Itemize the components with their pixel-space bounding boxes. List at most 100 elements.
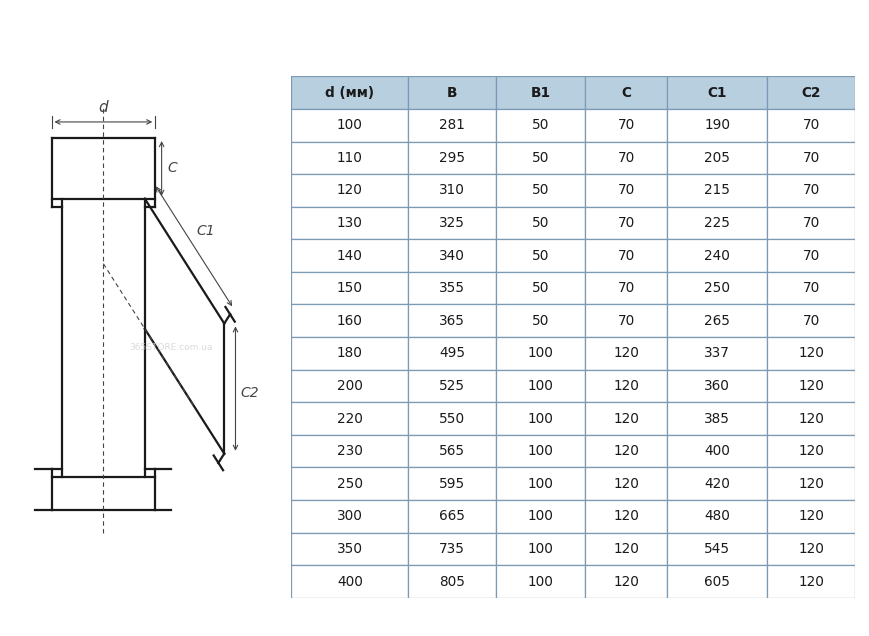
Text: 310: 310 (439, 183, 465, 197)
Bar (584, 467, 667, 500)
Bar (291, 435, 408, 467)
Bar (408, 435, 496, 467)
Text: 50: 50 (531, 151, 548, 165)
Bar (667, 337, 766, 370)
Text: 100: 100 (527, 542, 553, 556)
Text: 665: 665 (439, 509, 465, 523)
Bar (667, 76, 766, 109)
Text: 120: 120 (613, 347, 638, 361)
Text: 100: 100 (527, 477, 553, 491)
Bar (766, 109, 854, 141)
Bar (766, 207, 854, 239)
Bar (667, 402, 766, 435)
Bar (408, 533, 496, 565)
Text: 50: 50 (531, 249, 548, 263)
Text: 525: 525 (439, 379, 465, 393)
Bar (496, 337, 584, 370)
Text: 120: 120 (613, 379, 638, 393)
Bar (408, 467, 496, 500)
Bar (584, 402, 667, 435)
Text: B: B (447, 86, 457, 100)
Bar (496, 76, 584, 109)
Bar (667, 207, 766, 239)
Bar (667, 500, 766, 532)
Text: 70: 70 (617, 151, 634, 165)
Text: 70: 70 (801, 151, 819, 165)
Text: 70: 70 (617, 118, 634, 132)
Bar (766, 565, 854, 598)
Bar (667, 370, 766, 402)
Bar (291, 109, 408, 141)
Text: 225: 225 (703, 216, 729, 230)
Text: 365: 365 (439, 314, 465, 328)
Text: 120: 120 (797, 347, 823, 361)
Text: 565: 565 (439, 444, 465, 458)
Bar (584, 435, 667, 467)
Bar (667, 467, 766, 500)
Text: 70: 70 (801, 314, 819, 328)
Text: 300: 300 (336, 509, 362, 523)
Text: 495: 495 (439, 347, 465, 361)
Bar (291, 337, 408, 370)
Bar (291, 500, 408, 532)
Bar (766, 435, 854, 467)
Text: 120: 120 (613, 477, 638, 491)
Text: 70: 70 (617, 281, 634, 295)
Bar (584, 565, 667, 598)
Text: 230: 230 (336, 444, 362, 458)
Text: C: C (620, 86, 630, 100)
Text: 120: 120 (797, 411, 823, 425)
Text: 180: 180 (336, 347, 362, 361)
Text: 70: 70 (801, 216, 819, 230)
Bar (408, 239, 496, 272)
Text: 50: 50 (531, 216, 548, 230)
Bar (667, 141, 766, 174)
Bar (667, 239, 766, 272)
Bar (291, 207, 408, 239)
Text: 220: 220 (336, 411, 362, 425)
Bar (584, 272, 667, 305)
Text: 360: 360 (703, 379, 729, 393)
Text: 110: 110 (336, 151, 362, 165)
Text: 120: 120 (797, 477, 823, 491)
Bar (667, 565, 766, 598)
Text: 240: 240 (703, 249, 729, 263)
Text: d: d (98, 100, 108, 115)
Bar (496, 533, 584, 565)
Bar (584, 305, 667, 337)
Bar (584, 141, 667, 174)
Text: 50: 50 (531, 183, 548, 197)
Text: d (мм): d (мм) (325, 86, 374, 100)
Text: 250: 250 (336, 477, 362, 491)
Bar (667, 435, 766, 467)
Bar (766, 305, 854, 337)
Text: 150: 150 (336, 281, 362, 295)
Text: 120: 120 (613, 411, 638, 425)
Text: 805: 805 (439, 574, 465, 588)
Text: 735: 735 (439, 542, 465, 556)
Bar (291, 239, 408, 272)
Bar (291, 402, 408, 435)
Text: 70: 70 (801, 249, 819, 263)
Text: 100: 100 (527, 444, 553, 458)
Bar (496, 141, 584, 174)
Text: 250: 250 (703, 281, 729, 295)
Bar (408, 305, 496, 337)
Text: 400: 400 (703, 444, 729, 458)
Text: 595: 595 (439, 477, 465, 491)
Bar (584, 337, 667, 370)
Bar (766, 174, 854, 207)
Text: 550: 550 (439, 411, 465, 425)
Text: 160: 160 (336, 314, 362, 328)
Text: 50: 50 (531, 281, 548, 295)
Text: C2: C2 (241, 386, 259, 400)
Bar (766, 370, 854, 402)
Bar (766, 272, 854, 305)
Text: 70: 70 (801, 183, 819, 197)
Text: 295: 295 (439, 151, 465, 165)
Bar (408, 174, 496, 207)
Bar (408, 565, 496, 598)
Text: C2: C2 (800, 86, 819, 100)
Bar (496, 239, 584, 272)
Text: 70: 70 (617, 183, 634, 197)
